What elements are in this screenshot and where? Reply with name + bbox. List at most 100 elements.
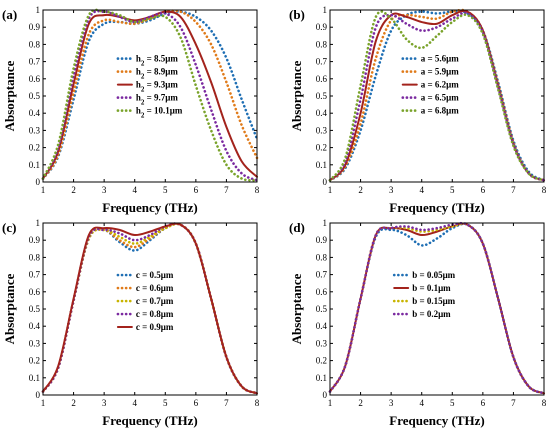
- legend-entry: c = 0.5μm: [136, 270, 174, 280]
- legend-entry: c = 0.6μm: [136, 283, 174, 293]
- panel-b: 1 2 3 4 5 6 7 8 0 0.1 0.2 0.3 0.4 0.5 0.6 0.7 0.8 0.9 1 Fre…: [289, 5, 547, 215]
- y-tick-label: 0.1: [316, 373, 327, 383]
- x-tick-label: 5: [163, 185, 168, 195]
- x-tick-label: 4: [132, 185, 137, 195]
- legend-entry: h2 = 9.7μm: [136, 93, 178, 107]
- x-tick-label: 8: [542, 398, 547, 408]
- legend-entry: a = 6.8μm: [421, 106, 459, 116]
- panel-label: (d): [289, 220, 305, 235]
- y-tick-label: 0.2: [316, 356, 327, 366]
- y-tick-label: 0.9: [29, 22, 41, 32]
- legend: a = 5.6μm a = 5.9μm a = 6.2μm a = 6.5μm a = …: [401, 54, 459, 116]
- x-tick-label: 3: [102, 185, 107, 195]
- x-tick-label: 4: [419, 398, 424, 408]
- panel-label: (a): [2, 7, 17, 22]
- x-tick-label: 6: [194, 185, 199, 195]
- legend-entry: a = 5.6μm: [421, 54, 459, 64]
- panel-d: 1 2 3 4 5 6 7 8 0 0.1 0.2 0.3 0.4 0.5 0.6 0.7 0.8 0.9 1 Fre…: [289, 218, 547, 428]
- x-tick-label: 4: [419, 185, 424, 195]
- x-tick-label: 7: [511, 398, 516, 408]
- y-tick-label: 0.5: [29, 91, 41, 101]
- y-axis-label: Absorptance: [289, 60, 304, 131]
- y-tick-label: 0.4: [29, 321, 41, 331]
- legend-entry: a = 5.9μm: [421, 67, 459, 77]
- y-tick-label: 0.5: [316, 91, 328, 101]
- series-line: [328, 10, 546, 182]
- y-tick-label: 0.5: [316, 304, 328, 314]
- legend-entry: b = 0.1μm: [412, 283, 451, 293]
- x-tick-label: 6: [481, 185, 486, 195]
- y-tick-label: 0.2: [316, 143, 327, 153]
- y-tick-label: 0.5: [29, 304, 41, 314]
- y-tick-label: 0.7: [316, 57, 328, 67]
- y-axis-label: Absorptance: [289, 273, 304, 344]
- series-line: [328, 11, 546, 182]
- legend-entry: h2 = 8.5μm: [136, 54, 178, 68]
- series-line: [41, 10, 259, 180]
- series-line: [328, 221, 546, 395]
- legend-entry: c = 0.9μm: [136, 322, 174, 332]
- panel-a: 1 2 3 4 5 6 7 8 0 0.1 0.2 0.3 0.4 0.5 0.6 0.7 0.8 0.9 1 Fre…: [2, 5, 260, 215]
- y-tick-label: 0.1: [29, 160, 40, 170]
- legend-entry: b = 0.2μm: [412, 309, 451, 319]
- x-tick-label: 3: [389, 398, 394, 408]
- x-tick-label: 7: [511, 185, 516, 195]
- x-tick-label: 1: [41, 398, 46, 408]
- legend-entry: h2 = 10.1μm: [136, 106, 183, 120]
- y-tick-label: 0.3: [316, 338, 328, 348]
- y-tick-label: 0: [36, 390, 41, 400]
- x-tick-label: 5: [450, 185, 455, 195]
- y-tick-label: 0.3: [316, 125, 328, 135]
- y-tick-label: 0.1: [316, 160, 327, 170]
- y-tick-label: 0.8: [316, 39, 328, 49]
- y-tick-label: 1: [323, 5, 328, 15]
- legend-entry: c = 0.7μm: [136, 296, 174, 306]
- y-tick-label: 0.7: [29, 270, 41, 280]
- x-axis-label: Frequency (THz): [102, 413, 197, 428]
- y-tick-label: 0.3: [29, 338, 41, 348]
- y-axis-label: Absorptance: [2, 273, 17, 344]
- x-axis-label: Frequency (THz): [389, 200, 484, 215]
- x-tick-label: 2: [358, 185, 363, 195]
- x-tick-label: 8: [255, 185, 260, 195]
- y-tick-label: 0.4: [316, 108, 328, 118]
- legend-entry: b = 0.15μm: [412, 296, 455, 306]
- series-line: [41, 8, 259, 182]
- series-line: [328, 10, 546, 182]
- y-axis-label: Absorptance: [2, 60, 17, 131]
- legend-entry: h2 = 9.3μm: [136, 80, 178, 94]
- x-tick-label: 6: [481, 398, 486, 408]
- legend: c = 0.5μm c = 0.6μm c = 0.7μm c = 0.8μm c = …: [116, 270, 174, 332]
- x-axis-label: Frequency (THz): [102, 200, 197, 215]
- y-tick-label: 0.9: [316, 235, 328, 245]
- y-tick-label: 0.6: [316, 74, 328, 84]
- x-tick-label: 3: [389, 185, 394, 195]
- y-tick-label: 0.7: [316, 270, 328, 280]
- y-tick-label: 0.9: [316, 22, 328, 32]
- x-tick-label: 6: [194, 398, 199, 408]
- x-tick-label: 3: [102, 398, 107, 408]
- panel-label: (b): [289, 7, 305, 22]
- y-tick-label: 0.3: [29, 125, 41, 135]
- legend-entry: b = 0.05μm: [412, 270, 455, 280]
- y-tick-label: 0.8: [29, 39, 41, 49]
- series-line: [41, 9, 259, 182]
- y-tick-label: 0: [323, 390, 328, 400]
- y-tick-label: 0.8: [29, 252, 41, 262]
- series-line: [42, 222, 258, 395]
- panel-label: (c): [2, 220, 16, 235]
- x-tick-label: 1: [41, 185, 46, 195]
- x-tick-label: 8: [542, 185, 547, 195]
- y-tick-label: 0: [323, 177, 328, 187]
- x-tick-label: 4: [132, 398, 137, 408]
- y-tick-label: 1: [36, 5, 41, 15]
- panel-c: 1 2 3 4 5 6 7 8 0 0.1 0.2 0.3 0.4 0.5 0.6 0.7 0.8 0.9 1 Fre…: [2, 218, 260, 428]
- x-tick-label: 1: [328, 185, 333, 195]
- x-tick-label: 2: [71, 185, 76, 195]
- legend-entry: a = 6.2μm: [421, 80, 459, 90]
- legend-entry: h2 = 8.9μm: [136, 67, 178, 81]
- y-tick-label: 0.6: [29, 74, 41, 84]
- legend-entry: a = 6.5μm: [421, 93, 459, 103]
